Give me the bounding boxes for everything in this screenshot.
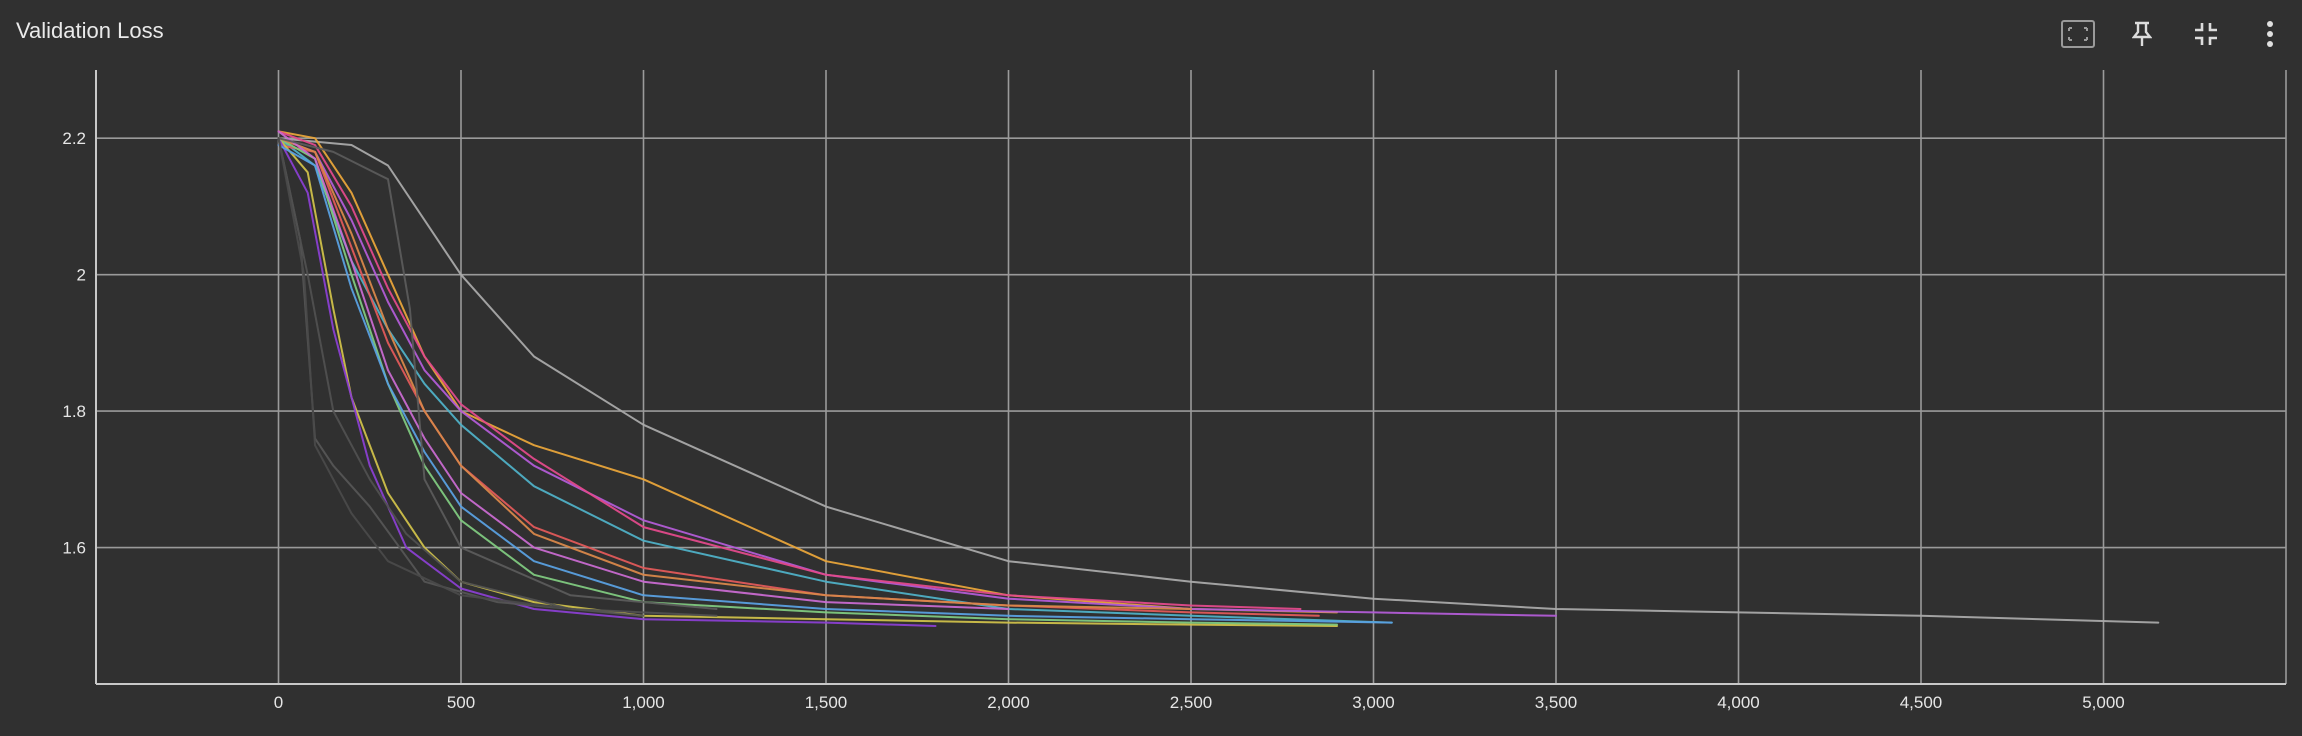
fit-domain-button[interactable]	[2046, 10, 2110, 58]
more-button[interactable]	[2238, 10, 2302, 58]
series-line-11[interactable]	[277, 130, 1010, 610]
series-line-2[interactable]	[277, 137, 1557, 617]
y-tick-label: 1.6	[62, 539, 86, 558]
series-line-9[interactable]	[277, 144, 1393, 624]
x-tick-label: 4,000	[1717, 693, 1760, 712]
series-line-14[interactable]	[277, 137, 718, 610]
x-tick-label: 2,500	[1170, 693, 1213, 712]
x-tick-label: 4,500	[1900, 693, 1943, 712]
grid	[96, 70, 2287, 684]
x-tick-label: 1,500	[805, 693, 848, 712]
pin-button[interactable]	[2110, 10, 2174, 58]
tick-labels: 0 500 1,000 1,500 2,000 2,500 3,000 3,500 4,000 4…	[62, 129, 2124, 712]
fit-domain-icon	[2061, 20, 2095, 48]
more-vert-icon	[2267, 21, 2273, 47]
x-tick-label: 5,000	[2082, 693, 2125, 712]
collapse-icon	[2195, 23, 2217, 45]
panel-title: Validation Loss	[16, 18, 164, 43]
y-tick-label: 2	[77, 266, 86, 285]
x-tick-label: 2,000	[987, 693, 1030, 712]
x-tick-label: 1,000	[622, 693, 665, 712]
axes	[95, 70, 2286, 685]
series-line-3[interactable]	[277, 130, 1302, 610]
series-line-15[interactable]	[277, 137, 572, 610]
y-tick-label: 1.8	[62, 402, 86, 421]
collapse-button[interactable]	[2174, 10, 2238, 58]
x-tick-label: 3,000	[1352, 693, 1395, 712]
pin-icon	[2132, 21, 2152, 46]
series-line-8[interactable]	[277, 137, 1338, 626]
series-line-13[interactable]	[277, 137, 718, 617]
panel-toolbar	[2046, 10, 2302, 58]
series-line-0[interactable]	[277, 137, 2160, 624]
y-tick-label: 2.2	[62, 129, 86, 148]
x-tick-label: 0	[274, 693, 283, 712]
series-layer	[277, 130, 2160, 627]
series-line-4[interactable]	[277, 137, 1393, 624]
series-line-7[interactable]	[277, 137, 937, 627]
series-line-10[interactable]	[277, 137, 1192, 610]
x-tick-label: 3,500	[1535, 693, 1578, 712]
x-tick-label: 500	[447, 693, 475, 712]
